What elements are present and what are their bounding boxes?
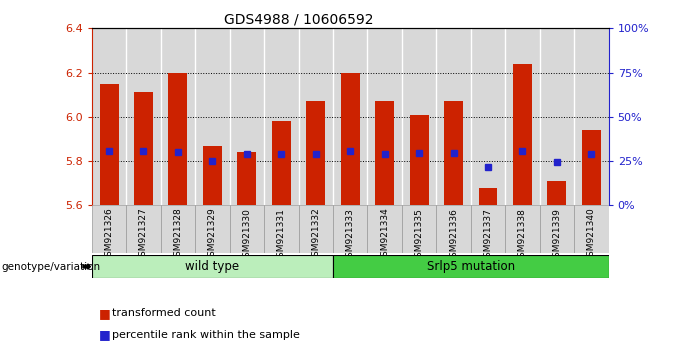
- Text: ■: ■: [99, 307, 110, 320]
- Bar: [367, 28, 402, 205]
- Bar: [341, 73, 360, 205]
- Bar: [444, 101, 463, 205]
- Text: percentile rank within the sample: percentile rank within the sample: [112, 330, 300, 339]
- Bar: [505, 28, 540, 205]
- Bar: [333, 255, 609, 278]
- Bar: [540, 28, 574, 205]
- Bar: [333, 205, 367, 253]
- Bar: [471, 205, 505, 253]
- Text: GDS4988 / 10606592: GDS4988 / 10606592: [224, 12, 374, 27]
- Bar: [479, 188, 498, 205]
- Bar: [264, 205, 299, 253]
- Bar: [574, 205, 609, 253]
- Text: GSM921339: GSM921339: [552, 208, 562, 263]
- Bar: [299, 28, 333, 205]
- Bar: [272, 121, 291, 205]
- Bar: [203, 145, 222, 205]
- Text: GSM921326: GSM921326: [105, 208, 114, 262]
- Bar: [92, 205, 126, 253]
- Bar: [402, 28, 437, 205]
- Bar: [574, 28, 609, 205]
- Bar: [126, 28, 160, 205]
- Bar: [160, 28, 195, 205]
- Text: GSM921329: GSM921329: [208, 208, 217, 262]
- Bar: [540, 205, 574, 253]
- Bar: [513, 64, 532, 205]
- Bar: [126, 205, 160, 253]
- Bar: [582, 130, 601, 205]
- Bar: [92, 255, 333, 278]
- Bar: [237, 152, 256, 205]
- Bar: [299, 205, 333, 253]
- Text: ■: ■: [99, 328, 110, 341]
- Bar: [169, 73, 188, 205]
- Bar: [402, 205, 437, 253]
- Bar: [99, 84, 118, 205]
- Bar: [92, 28, 126, 205]
- Bar: [333, 28, 367, 205]
- Bar: [367, 205, 402, 253]
- Bar: [134, 92, 153, 205]
- Text: GSM921333: GSM921333: [345, 208, 355, 263]
- Bar: [471, 28, 505, 205]
- Text: GSM921335: GSM921335: [415, 208, 424, 263]
- Bar: [375, 101, 394, 205]
- Bar: [505, 205, 540, 253]
- Text: GSM921334: GSM921334: [380, 208, 389, 262]
- Bar: [547, 181, 566, 205]
- Bar: [437, 28, 471, 205]
- Text: GSM921340: GSM921340: [587, 208, 596, 262]
- Text: GSM921328: GSM921328: [173, 208, 182, 262]
- Text: GSM921336: GSM921336: [449, 208, 458, 263]
- Bar: [195, 28, 230, 205]
- Text: wild type: wild type: [186, 260, 239, 273]
- Text: GSM921332: GSM921332: [311, 208, 320, 262]
- Bar: [409, 115, 428, 205]
- Text: Srlp5 mutation: Srlp5 mutation: [427, 260, 515, 273]
- Text: genotype/variation: genotype/variation: [1, 262, 101, 272]
- Bar: [230, 205, 264, 253]
- Bar: [264, 28, 299, 205]
- Bar: [195, 205, 230, 253]
- Bar: [306, 101, 325, 205]
- Bar: [437, 205, 471, 253]
- Text: GSM921330: GSM921330: [242, 208, 252, 263]
- Text: transformed count: transformed count: [112, 308, 216, 318]
- Text: GSM921337: GSM921337: [483, 208, 492, 263]
- Bar: [160, 205, 195, 253]
- Text: GSM921331: GSM921331: [277, 208, 286, 263]
- Text: GSM921327: GSM921327: [139, 208, 148, 262]
- Bar: [230, 28, 264, 205]
- Text: GSM921338: GSM921338: [518, 208, 527, 263]
